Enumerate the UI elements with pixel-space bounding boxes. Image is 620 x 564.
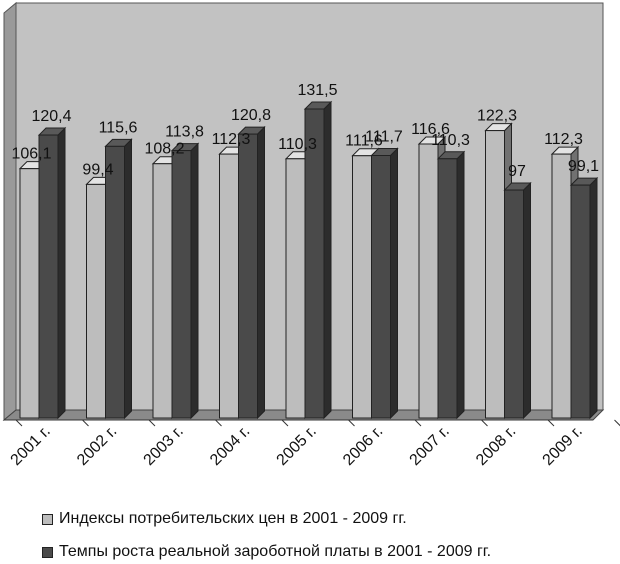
x-tick-label-1: 2002 г. xyxy=(74,423,120,469)
legend-label-cpi: Индексы потребительских цен в 2001 - 200… xyxy=(59,510,407,527)
legend-item-cpi: Индексы потребительских цен в 2001 - 200… xyxy=(42,510,407,528)
x-tick-label-5: 2006 г. xyxy=(340,423,386,469)
x-tick-label-4: 2005 г. xyxy=(274,423,320,469)
x-tick-labels-group: 2001 г. 2002 г. 2003 г. 2004 г. 2005 г. 2006 … xyxy=(8,423,586,469)
x-axis-tick xyxy=(281,419,289,427)
legend-swatch-cpi xyxy=(42,513,53,525)
bar-wage-4 xyxy=(303,100,333,420)
value-label-cpi-5: 111,6 xyxy=(345,133,383,150)
bar-wage-7 xyxy=(503,181,532,420)
value-label-cpi-7: 122,3 xyxy=(477,108,517,125)
value-label-cpi-3: 112,3 xyxy=(212,131,251,148)
value-label-wage-0: 120,4 xyxy=(31,108,71,125)
value-label-cpi-4: 110,3 xyxy=(278,136,317,153)
bar-wage-6 xyxy=(436,150,466,420)
value-label-cpi-0: 106,1 xyxy=(11,146,51,163)
bar-wage-5 xyxy=(370,147,399,420)
bar-wage-0 xyxy=(37,126,67,420)
bar-wage-1 xyxy=(104,138,133,420)
x-axis-tick xyxy=(348,419,355,427)
bar-wage-3 xyxy=(237,125,266,420)
bars-group xyxy=(18,100,599,420)
value-label-cpi-2: 108,2 xyxy=(144,141,184,158)
chart-side-wall xyxy=(3,1,17,422)
value-label-cpi-6: 116,6 xyxy=(411,121,450,138)
value-label-wage-2: 113,8 xyxy=(165,124,204,141)
value-label-wage-5: 111,7 xyxy=(365,129,403,146)
value-label-cpi-8: 112,3 xyxy=(544,131,583,148)
x-axis-tick xyxy=(547,419,555,427)
x-axis-tick xyxy=(414,419,422,427)
x-axis-tick xyxy=(215,419,222,427)
x-tick-label-8: 2009 г. xyxy=(540,423,586,469)
value-label-wage-3: 120,8 xyxy=(231,107,271,124)
legend-label-wage: Темпы роста реальной зароботной платы в … xyxy=(59,543,492,560)
x-tick-label-7: 2008 г. xyxy=(473,423,519,469)
x-axis-tick xyxy=(148,419,156,427)
bar-wage-2 xyxy=(170,142,200,420)
x-tick-label-2: 2003 г. xyxy=(141,423,187,469)
value-label-wage-8: 99,1 xyxy=(568,158,599,175)
x-axis-tick xyxy=(614,419,620,427)
x-axis-tick xyxy=(15,419,23,427)
value-label-cpi-1: 99,4 xyxy=(82,161,113,178)
x-tick-label-0: 2001 г. xyxy=(8,423,54,469)
bar-wage-8 xyxy=(569,176,599,420)
value-label-wage-1: 115,6 xyxy=(99,119,138,136)
value-label-wage-4: 131,5 xyxy=(297,82,337,99)
x-axis-tick xyxy=(481,419,488,427)
x-axis-tick xyxy=(82,419,89,427)
x-tick-label-6: 2007 г. xyxy=(407,423,453,469)
legend-item-wage: Темпы роста реальной зароботной платы в … xyxy=(42,543,491,561)
x-tick-label-3: 2004 г. xyxy=(207,423,253,469)
legend-swatch-wage xyxy=(42,546,53,558)
value-label-wage-6: 110,3 xyxy=(431,132,470,149)
value-label-wage-7: 97 xyxy=(508,163,526,180)
